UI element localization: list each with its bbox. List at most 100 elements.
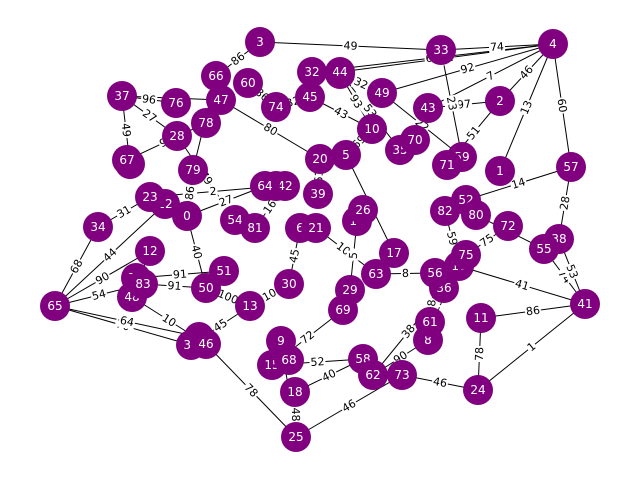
node-circle — [461, 200, 491, 230]
edge-weight-label: 60 — [553, 96, 571, 115]
edge-weight-text: 48 — [289, 407, 302, 421]
node-66: 66 — [201, 61, 231, 91]
node-label: 61 — [422, 315, 437, 329]
node-circle — [420, 258, 450, 288]
edge-weight-background — [209, 315, 232, 336]
edge-weight-text: 43 — [332, 104, 350, 122]
node-10: 10 — [357, 114, 387, 144]
edge-weight-background — [92, 268, 113, 289]
node-37: 37 — [107, 81, 137, 111]
edge-weight-label: 45 — [209, 315, 232, 336]
node-41: 41 — [570, 289, 600, 319]
node-circle — [274, 345, 304, 375]
edge-weight-label: 68 — [66, 256, 87, 277]
node-32: 32 — [297, 57, 327, 87]
node-28: 28 — [162, 121, 192, 151]
edge-weight-label: 46 — [515, 61, 538, 84]
edge-weight-background — [483, 67, 498, 85]
edge-weight-text: 64 — [119, 314, 135, 330]
node-circle — [415, 307, 445, 337]
edge-weight-text: 49 — [119, 122, 134, 137]
node-69: 69 — [328, 295, 358, 325]
node-circle — [112, 145, 142, 175]
edge-weight-text: 28 — [557, 195, 572, 211]
edge-weight-text: 2 — [209, 185, 217, 199]
edge-weight-label: 72 — [296, 327, 319, 348]
node-circle — [206, 85, 236, 115]
edge-weight-label: 92 — [457, 59, 478, 78]
node-label: 13 — [242, 299, 257, 313]
node-13: 13 — [235, 291, 265, 321]
edge-weight-text: 14 — [510, 175, 527, 192]
edge-weight-label: 46 — [430, 374, 450, 391]
edge-weight-background — [508, 174, 529, 193]
edge-weight-label: 45 — [286, 246, 303, 266]
edge-weight-background — [400, 266, 411, 281]
node-circle — [305, 144, 335, 174]
node-65: 65 — [40, 291, 70, 321]
edge-weight-text: 75 — [478, 231, 497, 250]
node-3: 3 — [245, 27, 275, 57]
node-label: 47 — [213, 93, 228, 107]
node-label: 83 — [135, 277, 150, 291]
node-76: 76 — [161, 88, 191, 118]
edge-weight-label: 40 — [318, 365, 340, 386]
node-circle — [485, 86, 515, 116]
edge-weight-background — [342, 38, 359, 54]
edge-weight-background — [259, 284, 280, 306]
edge-weight-background — [350, 73, 372, 94]
node-label: 34 — [90, 220, 105, 234]
edge-weight-text: 80 — [261, 120, 280, 138]
edge-weight-text: 27 — [140, 107, 159, 126]
node-label: 18 — [287, 385, 302, 399]
edge-weight-background — [138, 105, 161, 127]
node-circle — [128, 269, 158, 299]
node-circle — [463, 375, 493, 405]
node-label: 74 — [268, 100, 283, 114]
edge-weight-background — [240, 379, 262, 402]
node-24: 24 — [463, 375, 493, 405]
edge-weight-background — [182, 184, 198, 202]
node-circle — [331, 140, 361, 170]
node-72: 72 — [493, 211, 523, 241]
node-circle — [538, 29, 568, 59]
edge-weight-label: 44 — [99, 244, 121, 266]
edge-weight-background — [476, 230, 498, 251]
edge-weight-text: 60 — [555, 98, 570, 114]
edge-weight-background — [488, 39, 506, 55]
node-label: 79 — [185, 163, 200, 177]
edge-weight-background — [523, 338, 540, 356]
edge-weight-text: 45 — [287, 248, 302, 264]
edge-weight-label: 10 — [158, 310, 180, 331]
edge-weight-background — [553, 96, 571, 115]
node-circle — [261, 92, 291, 122]
edge-weight-label: 8 — [400, 266, 411, 281]
edge-weight-label: 1 — [523, 338, 540, 356]
edge-weight-text: 86 — [183, 185, 198, 201]
edge-weight-label: 74 — [488, 39, 506, 55]
node-circle — [379, 238, 409, 268]
node-73: 73 — [387, 360, 417, 390]
edge-weight-text: 96 — [141, 92, 157, 107]
node-circle — [466, 303, 496, 333]
node-83: 83 — [128, 269, 158, 299]
node-49: 49 — [367, 78, 397, 108]
edge-weight-text: 23 — [444, 95, 459, 111]
edge-weight-label: 16 — [259, 196, 281, 218]
node-circle — [240, 213, 270, 243]
node-label: 71 — [439, 158, 454, 172]
edge-weight-label: 53 — [562, 261, 582, 282]
edge-weight-background — [227, 48, 249, 70]
node-label: 42 — [277, 179, 292, 193]
node-label: 66 — [208, 69, 223, 83]
node-62: 62 — [358, 360, 388, 390]
node-label: 54 — [227, 213, 242, 227]
node-label: 65 — [47, 299, 62, 313]
node-label: 70 — [407, 133, 422, 147]
node-label: 9 — [277, 334, 285, 348]
node-label: 4 — [549, 37, 557, 51]
edge-weight-background — [171, 266, 189, 283]
node-label: 25 — [288, 430, 303, 444]
edge-weight-label: 48 — [288, 406, 303, 423]
node-circle — [201, 61, 231, 91]
